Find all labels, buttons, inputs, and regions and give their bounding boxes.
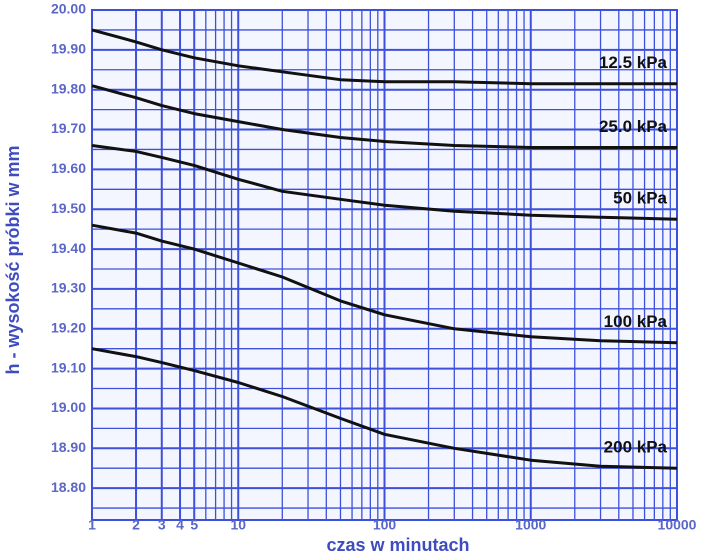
y-tick-label: 19.40 xyxy=(51,240,86,256)
y-tick-label: 19.70 xyxy=(51,120,86,136)
y-tick-label: 19.10 xyxy=(51,359,86,375)
series-label: 200 kPa xyxy=(604,438,668,457)
x-tick-label: 100 xyxy=(373,517,397,533)
y-tick-label: 20.00 xyxy=(51,1,86,17)
series-line xyxy=(91,223,678,345)
y-tick-label: 19.50 xyxy=(51,200,86,216)
y-tick-label: 19.80 xyxy=(51,80,86,96)
series-label: 25.0 kPa xyxy=(599,117,668,136)
y-axis-title: h - wysokość próbki w mm xyxy=(3,145,23,374)
y-tick-label: 19.20 xyxy=(51,319,86,335)
x-tick-label: 5 xyxy=(190,517,198,533)
y-tick-label: 19.60 xyxy=(51,160,86,176)
x-tick-label: 10 xyxy=(230,517,246,533)
series-line xyxy=(91,144,678,221)
x-tick-label: 1 xyxy=(88,517,96,533)
x-tick-label: 2 xyxy=(132,517,140,533)
x-tick-label: 4 xyxy=(176,517,184,533)
y-tick-label: 18.90 xyxy=(51,439,86,455)
series-line xyxy=(91,28,677,86)
y-tick-label: 19.30 xyxy=(51,280,86,296)
x-tick-label: 1000 xyxy=(515,517,546,533)
x-axis-title: czas w minutach xyxy=(326,535,469,555)
series-line xyxy=(91,347,678,470)
y-tick-label: 19.90 xyxy=(51,41,86,57)
y-tick-label: 19.00 xyxy=(51,399,86,415)
series-label: 100 kPa xyxy=(604,312,668,331)
x-tick-label: 3 xyxy=(158,517,166,533)
series-label: 50 kPa xyxy=(613,189,667,208)
x-tick-label: 10000 xyxy=(658,517,697,533)
series-line xyxy=(91,84,677,149)
series-label: 12.5 kPa xyxy=(599,53,668,72)
y-tick-label: 18.80 xyxy=(51,479,86,495)
